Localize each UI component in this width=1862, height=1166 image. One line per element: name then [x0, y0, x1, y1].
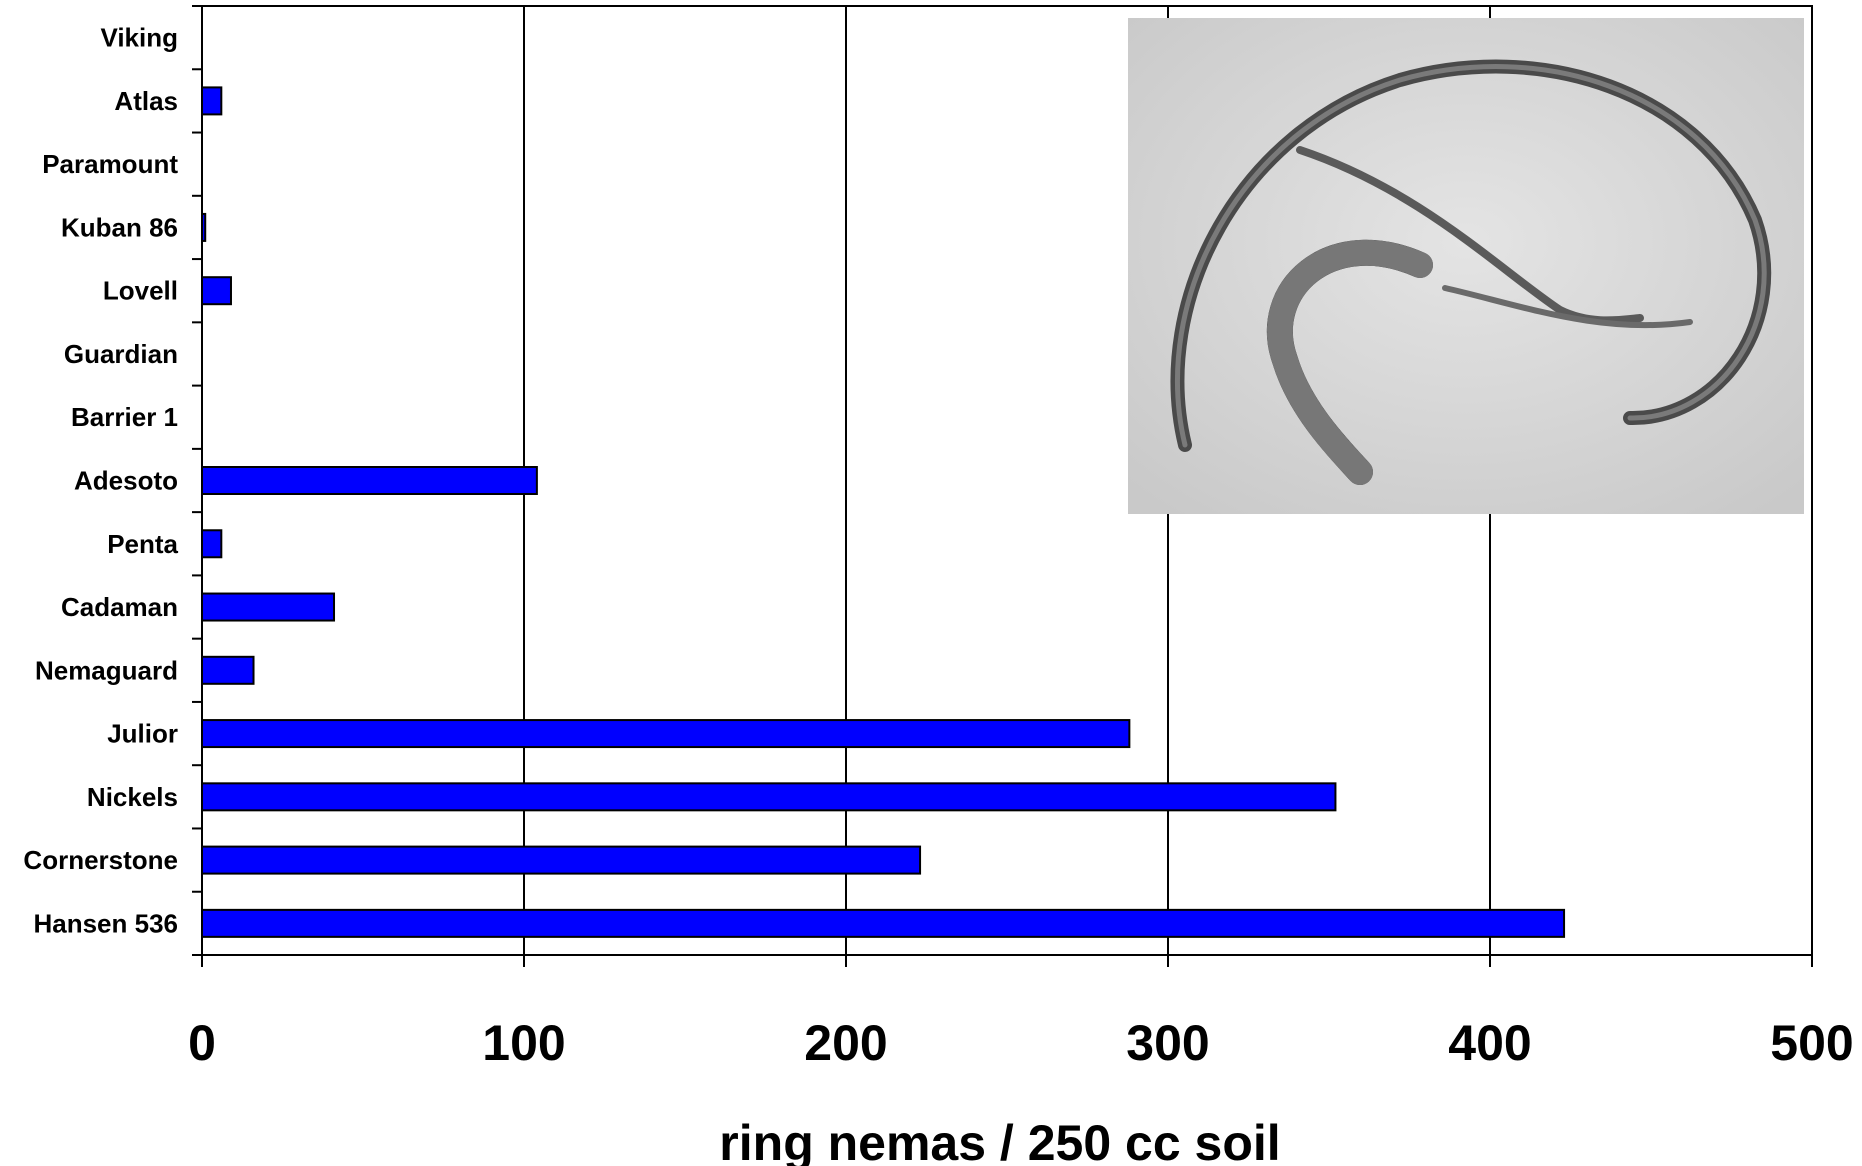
bar-julior [201, 719, 1131, 749]
category-label: Hansen 536 [33, 908, 178, 938]
category-label: Nemaguard [35, 655, 178, 685]
x-tick-label: 400 [1448, 1015, 1531, 1071]
category-label: Julior [107, 719, 178, 749]
category-label: Viking [100, 23, 178, 53]
x-tick-label: 500 [1770, 1015, 1853, 1071]
bar-cadaman [201, 592, 336, 622]
x-tick-label: 300 [1126, 1015, 1209, 1071]
bar-lovell [201, 276, 232, 306]
category-label: Kuban 86 [61, 212, 178, 242]
category-label: Lovell [103, 276, 178, 306]
category-label: Paramount [42, 149, 178, 179]
axes [192, 5, 1813, 967]
x-tick-labels: 0 100 200 300 400 500 [188, 1015, 1854, 1071]
category-label: Penta [107, 529, 178, 559]
bar-penta [201, 529, 223, 559]
category-label: Atlas [114, 86, 178, 116]
x-axis-title: ring nemas / 250 cc soil [719, 1115, 1280, 1166]
bar-atlas [201, 86, 223, 116]
category-label: Cornerstone [23, 845, 178, 875]
category-label: Guardian [64, 339, 178, 369]
category-label: Barrier 1 [71, 402, 178, 432]
bar-adesoto [201, 466, 538, 495]
category-label: Nickels [87, 782, 178, 812]
bar-nickels [201, 782, 1337, 812]
x-tick-label: 200 [804, 1015, 887, 1071]
bars [201, 86, 1566, 938]
category-labels: Viking Atlas Paramount Kuban 86 Lovell Guardi… [23, 23, 178, 939]
bar-hansen-536 [201, 908, 1566, 938]
category-label: Adesoto [74, 466, 178, 496]
nematode-photo [1128, 18, 1804, 514]
plot-frame [201, 5, 1813, 956]
bar-cornerstone [201, 845, 922, 875]
category-label: Cadaman [61, 592, 178, 622]
x-tick-label: 100 [482, 1015, 565, 1071]
bar-nemaguard [201, 655, 255, 685]
x-tick-label: 0 [188, 1015, 216, 1071]
